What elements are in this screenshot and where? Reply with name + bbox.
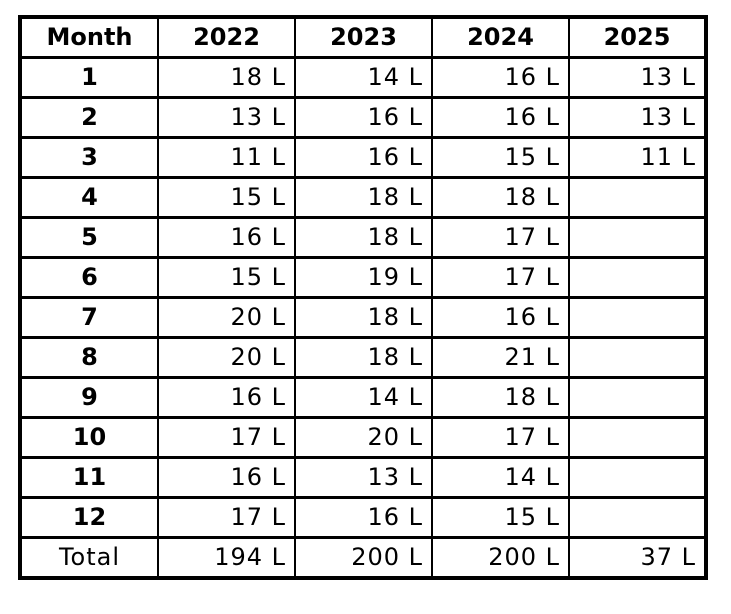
table-row: 11 16 L 13 L 14 L	[19, 456, 707, 499]
value-cell: 13 L	[568, 96, 707, 139]
value-cell: 14 L	[294, 376, 433, 419]
value-cell	[568, 296, 707, 339]
month-label: 10	[19, 416, 159, 459]
total-cell: 200 L	[431, 536, 570, 579]
value-cell: 17 L	[157, 416, 296, 459]
value-cell: 11 L	[568, 136, 707, 179]
value-cell	[568, 256, 707, 299]
value-cell: 17 L	[431, 416, 570, 459]
value-cell: 16 L	[157, 216, 296, 259]
total-cell: 37 L	[568, 536, 707, 579]
column-header-2022: 2022	[157, 16, 296, 59]
value-cell: 17 L	[157, 496, 296, 539]
value-cell: 16 L	[431, 56, 570, 99]
column-header-2023: 2023	[294, 16, 433, 59]
value-cell: 18 L	[294, 216, 433, 259]
month-label: 1	[19, 56, 159, 99]
column-header-month: Month	[19, 16, 159, 59]
value-cell: 20 L	[294, 416, 433, 459]
value-cell: 13 L	[157, 96, 296, 139]
value-cell: 17 L	[431, 256, 570, 299]
table-row: 8 20 L 18 L 21 L	[19, 336, 707, 379]
table-row: 2 13 L 16 L 16 L 13 L	[19, 96, 707, 139]
value-cell: 20 L	[157, 336, 296, 379]
value-cell: 18 L	[157, 56, 296, 99]
table-row: 10 17 L 20 L 17 L	[19, 416, 707, 459]
total-label: Total	[19, 536, 159, 579]
month-label: 11	[19, 456, 159, 499]
value-cell: 16 L	[157, 376, 296, 419]
value-cell: 18 L	[431, 376, 570, 419]
value-cell: 16 L	[157, 456, 296, 499]
month-label: 12	[19, 496, 159, 539]
table-row: 9 16 L 14 L 18 L	[19, 376, 707, 419]
table-row: 6 15 L 19 L 17 L	[19, 256, 707, 299]
month-label: 4	[19, 176, 159, 219]
value-cell: 18 L	[294, 296, 433, 339]
value-cell: 18 L	[294, 176, 433, 219]
value-cell: 21 L	[431, 336, 570, 379]
value-cell	[568, 176, 707, 219]
value-cell: 15 L	[157, 256, 296, 299]
value-cell	[568, 216, 707, 259]
value-cell	[568, 456, 707, 499]
table-row: 12 17 L 16 L 15 L	[19, 496, 707, 539]
column-header-2025: 2025	[568, 16, 707, 59]
value-cell: 19 L	[294, 256, 433, 299]
value-cell	[568, 496, 707, 539]
month-label: 6	[19, 256, 159, 299]
table-row: 4 15 L 18 L 18 L	[19, 176, 707, 219]
value-cell: 16 L	[294, 136, 433, 179]
month-label: 8	[19, 336, 159, 379]
month-label: 5	[19, 216, 159, 259]
value-cell: 15 L	[431, 136, 570, 179]
month-label: 9	[19, 376, 159, 419]
value-cell: 11 L	[157, 136, 296, 179]
table-row: 1 18 L 14 L 16 L 13 L	[19, 56, 707, 99]
value-cell: 13 L	[568, 56, 707, 99]
month-label: 2	[19, 96, 159, 139]
value-cell: 16 L	[294, 96, 433, 139]
value-cell: 16 L	[294, 496, 433, 539]
month-label: 7	[19, 296, 159, 339]
total-cell: 200 L	[294, 536, 433, 579]
header-row: Month 2022 2023 2024 2025	[19, 16, 707, 59]
total-cell: 194 L	[157, 536, 296, 579]
column-header-2024: 2024	[431, 16, 570, 59]
value-cell: 16 L	[431, 296, 570, 339]
value-cell: 13 L	[294, 456, 433, 499]
value-cell: 20 L	[157, 296, 296, 339]
table-row: 3 11 L 16 L 15 L 11 L	[19, 136, 707, 179]
value-cell: 18 L	[294, 336, 433, 379]
table-row: 5 16 L 18 L 17 L	[19, 216, 707, 259]
table-row: 7 20 L 18 L 16 L	[19, 296, 707, 339]
value-cell: 14 L	[294, 56, 433, 99]
value-cell: 14 L	[431, 456, 570, 499]
value-cell	[568, 376, 707, 419]
value-cell: 16 L	[431, 96, 570, 139]
value-cell: 18 L	[431, 176, 570, 219]
value-cell: 17 L	[431, 216, 570, 259]
value-cell	[568, 336, 707, 379]
value-cell	[568, 416, 707, 459]
month-label: 3	[19, 136, 159, 179]
value-cell: 15 L	[431, 496, 570, 539]
value-cell: 15 L	[157, 176, 296, 219]
total-row: Total 194 L 200 L 200 L 37 L	[19, 536, 707, 579]
